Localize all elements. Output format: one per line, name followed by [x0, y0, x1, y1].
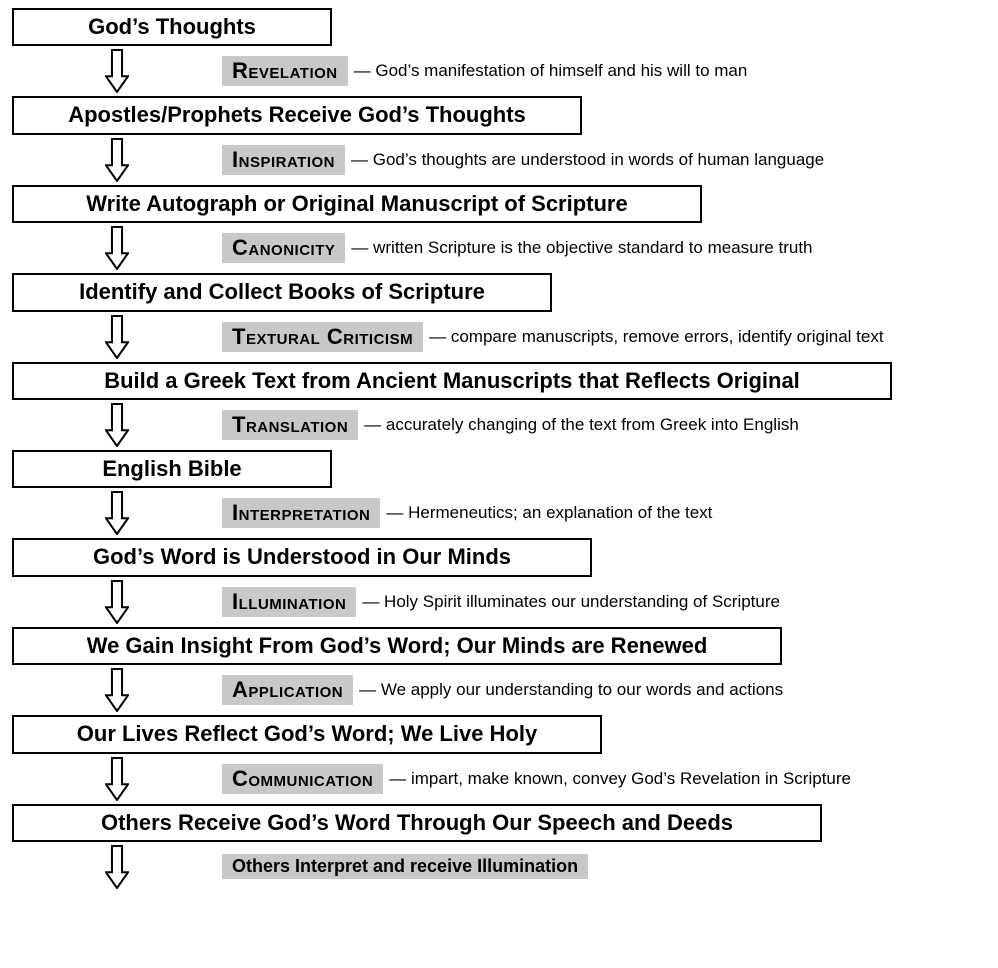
process-description: — Holy Spirit illuminates our understand… — [362, 592, 780, 612]
process-label-row: Interpretation — Hermeneutics; an explana… — [222, 498, 986, 528]
connector-row: Inspiration — God’s thoughts are understo… — [12, 135, 986, 185]
process-label-row: Translation — accurately changing of the … — [222, 410, 986, 440]
connector-row: Application — We apply our understanding … — [12, 665, 986, 715]
process-label: Inspiration — [222, 145, 345, 175]
process-description: — accurately changing of the text from G… — [364, 415, 799, 435]
stage-box: Write Autograph or Original Manuscript o… — [12, 185, 702, 223]
process-label: Translation — [222, 410, 358, 440]
final-label: Others Interpret and receive Illuminatio… — [222, 854, 588, 879]
process-label-row: Revelation — God’s manifestation of himse… — [222, 56, 986, 86]
down-arrow-icon — [12, 226, 222, 270]
process-label: Illumination — [222, 587, 356, 617]
down-arrow-icon — [12, 315, 222, 359]
stage-box: Apostles/Prophets Receive God’s Thoughts — [12, 96, 582, 134]
process-description: — written Scripture is the objective sta… — [351, 238, 812, 258]
connector-row: Revelation — God’s manifestation of himse… — [12, 46, 986, 96]
stage-box: Others Receive God’s Word Through Our Sp… — [12, 804, 822, 842]
down-arrow-icon — [12, 49, 222, 93]
connector-row: Textural Criticism — compare manuscripts,… — [12, 312, 986, 362]
connector-row: Interpretation — Hermeneutics; an explana… — [12, 488, 986, 538]
connector-row: Illumination — Holy Spirit illuminates ou… — [12, 577, 986, 627]
connector-row: Translation — accurately changing of the … — [12, 400, 986, 450]
down-arrow-icon — [12, 403, 222, 447]
process-label-row: Inspiration — God’s thoughts are understo… — [222, 145, 986, 175]
down-arrow-icon — [12, 757, 222, 801]
connector-row: Canonicity — written Scripture is the obj… — [12, 223, 986, 273]
stage-box: God’s Thoughts — [12, 8, 332, 46]
stage-box: We Gain Insight From God’s Word; Our Min… — [12, 627, 782, 665]
connector-row: Communication — impart, make known, conve… — [12, 754, 986, 804]
process-description: — God’s manifestation of himself and his… — [354, 61, 748, 81]
stage-box: Build a Greek Text from Ancient Manuscri… — [12, 362, 892, 400]
stage-box: Identify and Collect Books of Scripture — [12, 273, 552, 311]
process-label: Interpretation — [222, 498, 380, 528]
flowchart: God’s Thoughts Revelation — God’s manifest… — [12, 8, 986, 892]
stage-box: English Bible — [12, 450, 332, 488]
down-arrow-icon — [12, 580, 222, 624]
process-description: — God’s thoughts are understood in words… — [351, 150, 824, 170]
process-label: Canonicity — [222, 233, 345, 263]
process-label: Communication — [222, 764, 383, 794]
down-arrow-icon — [12, 668, 222, 712]
process-label-row: Canonicity — written Scripture is the obj… — [222, 233, 986, 263]
stage-box: Our Lives Reflect God’s Word; We Live Ho… — [12, 715, 602, 753]
connector-row: Others Interpret and receive Illuminatio… — [12, 842, 986, 892]
process-description: — Hermeneutics; an explanation of the te… — [386, 503, 712, 523]
process-label-row: Communication — impart, make known, conve… — [222, 764, 986, 794]
process-label-row: Textural Criticism — compare manuscripts,… — [222, 322, 986, 352]
down-arrow-icon — [12, 491, 222, 535]
process-label-row: Illumination — Holy Spirit illuminates ou… — [222, 587, 986, 617]
process-label-row: Application — We apply our understanding … — [222, 675, 986, 705]
process-label: Textural Criticism — [222, 322, 423, 352]
process-description: — compare manuscripts, remove errors, id… — [429, 327, 883, 347]
process-label: Application — [222, 675, 353, 705]
process-description: — We apply our understanding to our word… — [359, 680, 783, 700]
stage-box: God’s Word is Understood in Our Minds — [12, 538, 592, 576]
down-arrow-icon — [12, 138, 222, 182]
process-description: — impart, make known, convey God’s Revel… — [389, 769, 851, 789]
down-arrow-icon — [12, 845, 222, 889]
process-label-row: Others Interpret and receive Illuminatio… — [222, 854, 986, 879]
process-label: Revelation — [222, 56, 348, 86]
